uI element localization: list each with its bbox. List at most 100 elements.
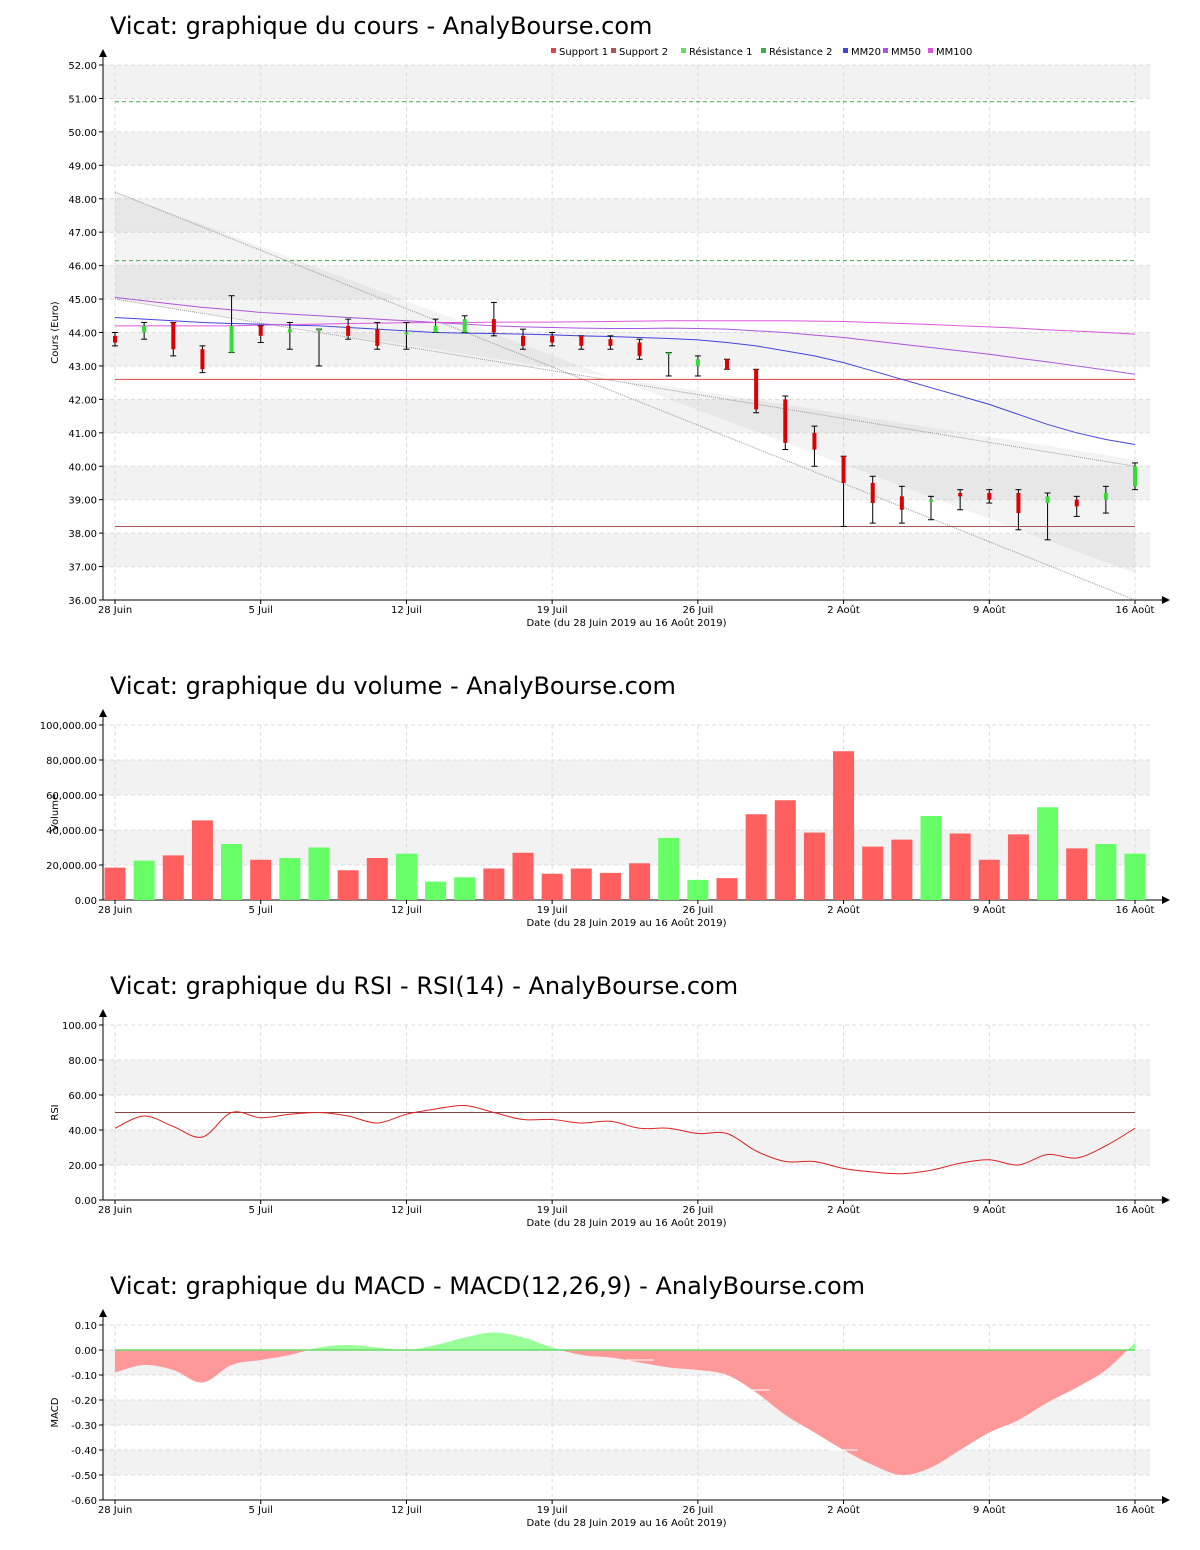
candle-body bbox=[637, 342, 642, 356]
rsi-y-tick-label: 0.00 bbox=[75, 1196, 97, 1207]
macd-y-axis-label: MACD bbox=[50, 1397, 61, 1427]
price-y-tick-label: 44.00 bbox=[68, 329, 97, 340]
macd-y-tick-label: -0.20 bbox=[71, 1396, 97, 1407]
volume-bar bbox=[949, 833, 971, 900]
rsi-x-tick-label: 5 Juil bbox=[249, 1205, 273, 1216]
macd-x-tick-label: 19 Juil bbox=[537, 1505, 568, 1516]
price-band bbox=[103, 332, 1150, 366]
macd-x-axis-label: Date (du 28 Juin 2019 au 16 Août 2019) bbox=[526, 1517, 726, 1529]
volume-bar bbox=[221, 844, 243, 900]
price-y-tick-label: 38.00 bbox=[68, 529, 97, 540]
volume-bar bbox=[833, 751, 855, 900]
volume-bar bbox=[745, 814, 767, 900]
volume-x-tick-label: 16 Août bbox=[1116, 904, 1155, 916]
price-band bbox=[103, 533, 1150, 567]
volume-bar bbox=[366, 858, 388, 900]
rsi-y-axis-arrow bbox=[99, 1009, 107, 1017]
price-y-tick-label: 50.00 bbox=[68, 128, 97, 139]
volume-bar bbox=[454, 877, 476, 900]
price-y-tick-label: 39.00 bbox=[68, 496, 97, 507]
rsi-band bbox=[103, 1130, 1150, 1165]
macd-x-tick-label: 26 Juil bbox=[682, 1505, 713, 1516]
macd-x-tick-label: 2 Août bbox=[827, 1504, 860, 1516]
legend-swatch bbox=[551, 48, 556, 53]
candle-body bbox=[608, 339, 613, 346]
rsi-y-tick-label: 40.00 bbox=[68, 1126, 97, 1137]
legend-swatch bbox=[681, 48, 686, 53]
rsi-x-axis-arrow bbox=[1162, 1196, 1170, 1204]
volume-bar bbox=[629, 863, 651, 900]
price-y-tick-label: 51.00 bbox=[68, 94, 97, 105]
rsi-y-tick-label: 20.00 bbox=[68, 1161, 97, 1172]
price-band bbox=[103, 399, 1150, 433]
trend-channel-upper-line bbox=[114, 298, 1136, 467]
volume-bar bbox=[541, 873, 563, 900]
candle-body bbox=[462, 319, 467, 333]
candle-body bbox=[171, 322, 176, 350]
price-band bbox=[103, 466, 1150, 500]
legend-swatch bbox=[928, 48, 933, 53]
price-x-axis-arrow bbox=[1162, 596, 1170, 604]
volume-y-tick-label: 20,000.00 bbox=[46, 861, 97, 872]
rsi-band bbox=[103, 1060, 1150, 1095]
rsi-y-tick-label: 60.00 bbox=[68, 1091, 97, 1102]
macd-band bbox=[103, 1450, 1150, 1475]
volume-band bbox=[103, 830, 1150, 865]
macd-y-tick-label: 0.10 bbox=[75, 1321, 97, 1332]
candle-body bbox=[812, 432, 817, 450]
macd-y-tick-label: -0.40 bbox=[71, 1446, 97, 1457]
price-x-tick-label: 5 Juil bbox=[249, 605, 273, 616]
volume-chart: Vicat: graphique du volume - AnalyBourse… bbox=[40, 672, 1170, 929]
volume-bar bbox=[1007, 834, 1029, 900]
candle-body bbox=[1133, 466, 1137, 487]
rsi-y-axis-label: RSI bbox=[50, 1104, 61, 1120]
volume-bar bbox=[774, 800, 796, 900]
candle-body bbox=[113, 335, 117, 343]
price-y-tick-label: 52.00 bbox=[68, 61, 97, 72]
volume-chart-title: Vicat: graphique du volume - AnalyBourse… bbox=[110, 672, 676, 700]
volume-y-axis-label: Volume bbox=[50, 794, 61, 831]
price-chart: Vicat: graphique du cours - AnalyBourse.… bbox=[50, 12, 1170, 629]
candle-body bbox=[550, 335, 555, 343]
volume-bar bbox=[191, 820, 213, 900]
volume-bar bbox=[162, 855, 184, 900]
macd-x-tick-label: 28 Juin bbox=[98, 1505, 132, 1516]
volume-x-axis-label: Date (du 28 Juin 2019 au 16 Août 2019) bbox=[526, 917, 726, 929]
volume-bar bbox=[978, 859, 1000, 900]
price-band bbox=[103, 265, 1150, 300]
rsi-x-tick-label: 16 Août bbox=[1116, 1204, 1155, 1216]
price-y-tick-label: 41.00 bbox=[68, 429, 97, 440]
macd-y-tick-label: -0.30 bbox=[71, 1421, 97, 1432]
candle-body bbox=[287, 329, 292, 333]
price-x-tick-label: 2 Août bbox=[827, 604, 860, 616]
volume-bar bbox=[133, 860, 155, 900]
price-band bbox=[103, 198, 1150, 233]
candle-body bbox=[695, 359, 700, 366]
mm50-line bbox=[114, 296, 1136, 375]
volume-x-tick-label: 19 Juil bbox=[537, 905, 568, 916]
price-x-tick-label: 9 Août bbox=[973, 604, 1006, 616]
volume-y-tick-label: 100,000.00 bbox=[40, 721, 97, 732]
macd-y-axis-arrow bbox=[99, 1309, 107, 1317]
candle-body bbox=[1074, 499, 1079, 507]
macd-y-tick-label: -0.50 bbox=[71, 1471, 97, 1482]
price-y-tick-label: 49.00 bbox=[68, 161, 97, 172]
volume-bar bbox=[570, 868, 592, 900]
volume-y-tick-label: 60,000.00 bbox=[46, 791, 97, 802]
candle-body bbox=[229, 325, 234, 353]
price-x-axis-label: Date (du 28 Juin 2019 au 16 Août 2019) bbox=[526, 617, 726, 629]
price-y-tick-label: 45.00 bbox=[68, 295, 97, 306]
rsi-chart: Vicat: graphique du RSI - RSI(14) - Anal… bbox=[50, 972, 1170, 1229]
price-x-tick-label: 12 Juil bbox=[391, 605, 422, 616]
candle-body bbox=[783, 399, 788, 443]
macd-y-tick-label: 0.00 bbox=[75, 1346, 97, 1357]
rsi-x-tick-label: 12 Juil bbox=[391, 1205, 422, 1216]
volume-bar bbox=[687, 879, 709, 900]
price-x-tick-label: 16 Août bbox=[1116, 604, 1155, 616]
legend-swatch bbox=[611, 48, 616, 53]
price-y-axis-arrow bbox=[99, 49, 107, 57]
volume-bar bbox=[716, 878, 738, 900]
volume-bar bbox=[599, 872, 621, 900]
volume-bar bbox=[658, 837, 680, 900]
volume-bar bbox=[1037, 807, 1059, 900]
